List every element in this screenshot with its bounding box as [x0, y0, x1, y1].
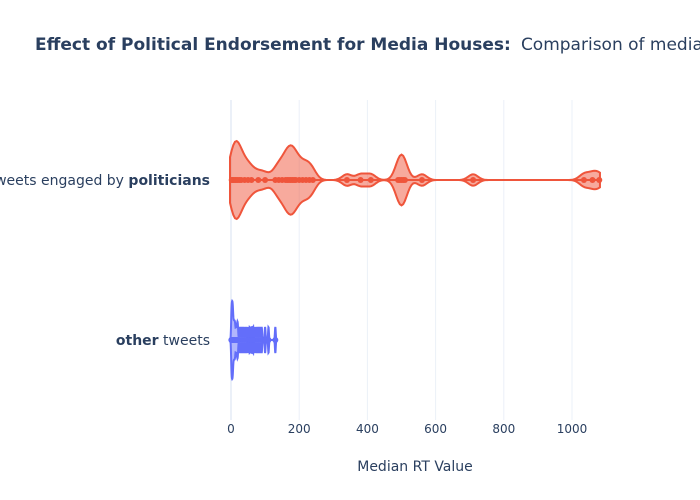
data-point	[589, 177, 596, 183]
data-point	[248, 177, 255, 183]
category-label-plain: tweets engaged by	[0, 173, 128, 189]
violins	[228, 139, 603, 382]
chart-title-sub: Comparison of median retweets	[521, 35, 700, 55]
data-point	[262, 177, 269, 183]
data-point	[580, 177, 587, 183]
data-point	[418, 177, 425, 183]
category-labels: tweets engaged by politicians other tweet…	[0, 173, 210, 349]
data-point	[367, 177, 374, 183]
x-tick-label: 200	[288, 422, 311, 436]
data-point	[265, 337, 272, 343]
x-tick-label: 1000	[557, 422, 588, 436]
data-point	[357, 177, 364, 183]
x-tick-label: 0	[227, 422, 235, 436]
chart-title: Effect of Political Endorsement for Medi…	[35, 35, 700, 55]
x-tick-label: 800	[492, 422, 515, 436]
x-axis-ticks: 0 200 400 600 800 1000	[227, 422, 587, 436]
category-label-bold: other	[116, 333, 159, 349]
x-tick-label: 600	[424, 422, 447, 436]
chart-title-main: Effect of Political Endorsement for Medi…	[35, 35, 511, 55]
category-label-plain: tweets	[159, 333, 210, 349]
category-label-bold: politicians	[128, 173, 210, 189]
data-point	[343, 177, 350, 183]
data-point	[309, 177, 316, 183]
data-point	[272, 337, 279, 343]
data-point	[401, 177, 408, 183]
category-label: other tweets	[116, 333, 210, 349]
data-point	[470, 177, 477, 183]
category-label: tweets engaged by politicians	[0, 173, 210, 189]
gridlines	[230, 100, 573, 420]
data-point	[255, 177, 262, 183]
x-tick-label: 400	[356, 422, 379, 436]
data-point	[596, 177, 603, 183]
x-axis-title: Median RT Value	[357, 459, 473, 475]
